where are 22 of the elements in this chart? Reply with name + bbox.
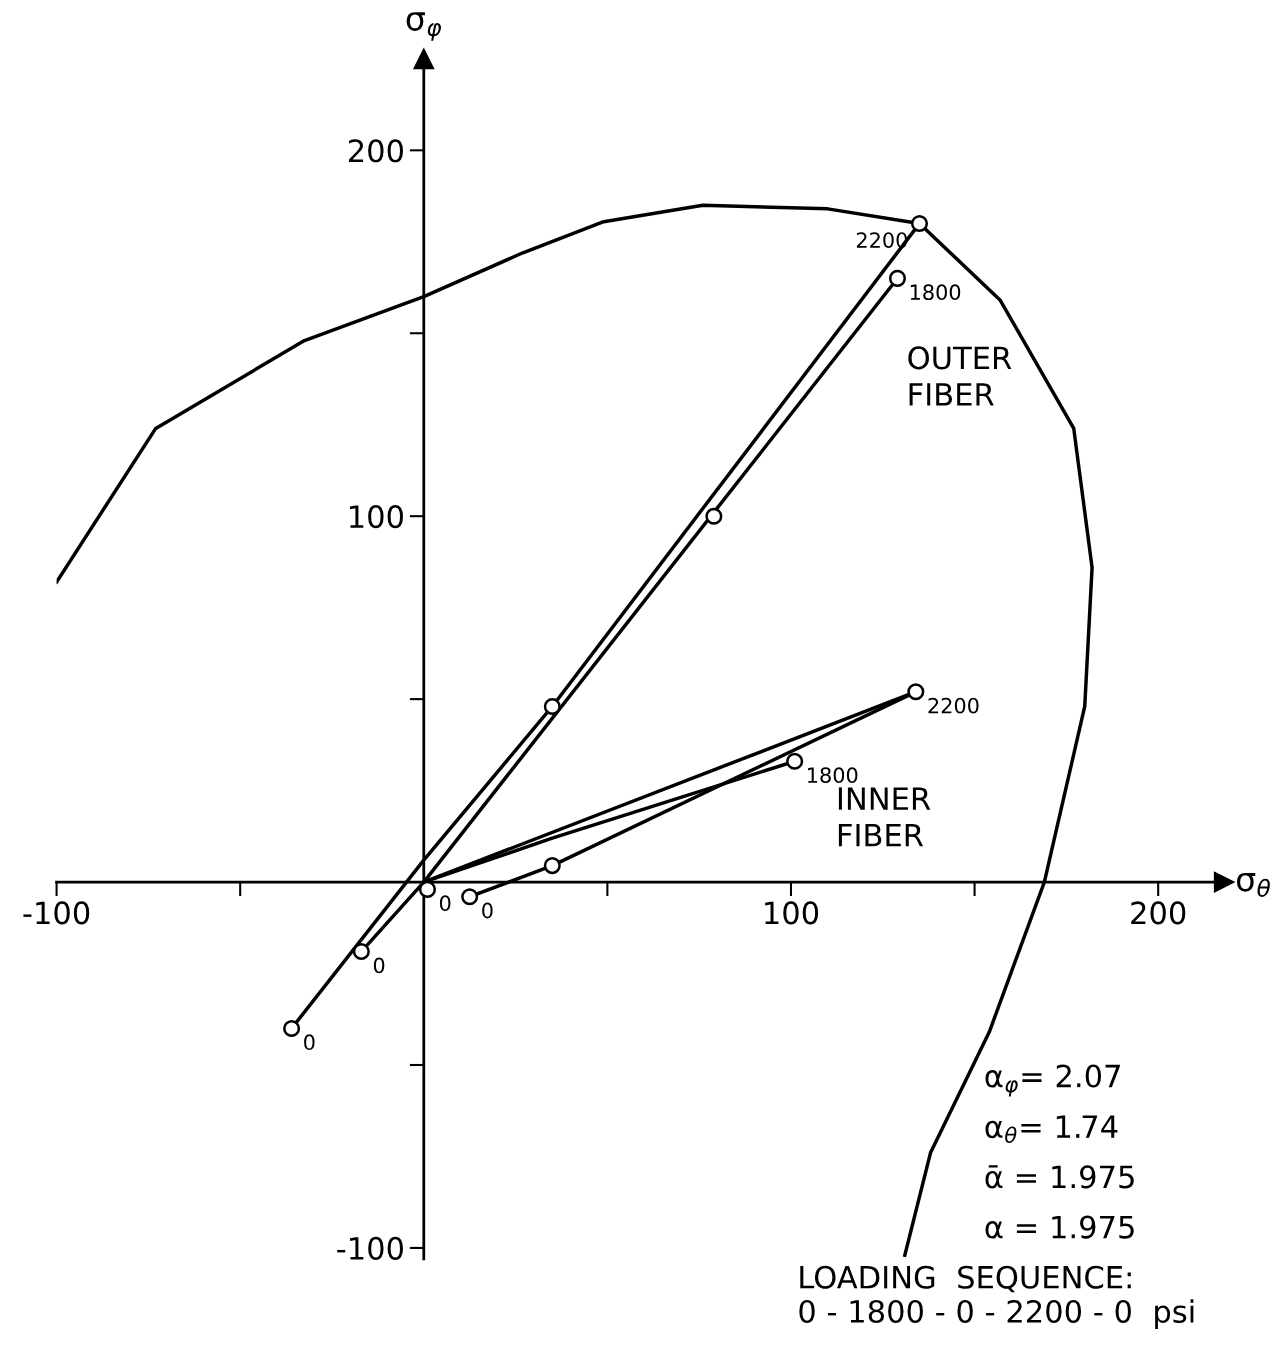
annotation: α = 1.975 [985,1215,1134,1239]
text: LOADING SEQUENCE: 0 - 1800 - 0 - 2200 - 0 psi [799,1265,1194,1329]
x-axis-title: σ$_{θ}$ [1236,872,1270,897]
annotation: 0 [482,902,493,919]
annotation: ᾱ = 1.975 [985,1165,1134,1189]
annotation: 1800 [808,767,858,784]
annotation: 0 [439,895,451,912]
x-tick-label: -100 [23,901,90,925]
annotation: 0 [373,957,385,974]
annotation: α$_{θ}$= 1.74 [985,1115,1118,1144]
y-axis-title: σ$_{φ}$ [406,12,441,41]
y-tick-label: -100 [337,1236,403,1260]
y-tick-label: 200 [348,139,403,163]
annotation: OUTER FIBER [908,346,1012,406]
x-tick-label: 100 [765,901,819,925]
annotation: 0 [304,1034,315,1051]
annotation: INNER FIBER [838,787,931,847]
annotation: 2200 [928,697,979,714]
annotation: 1800 [910,284,961,301]
annotation: α$_{φ}$= 2.07 [985,1064,1120,1097]
x-tick-label: 200 [1131,901,1186,925]
y-tick-label: 100 [350,505,403,529]
